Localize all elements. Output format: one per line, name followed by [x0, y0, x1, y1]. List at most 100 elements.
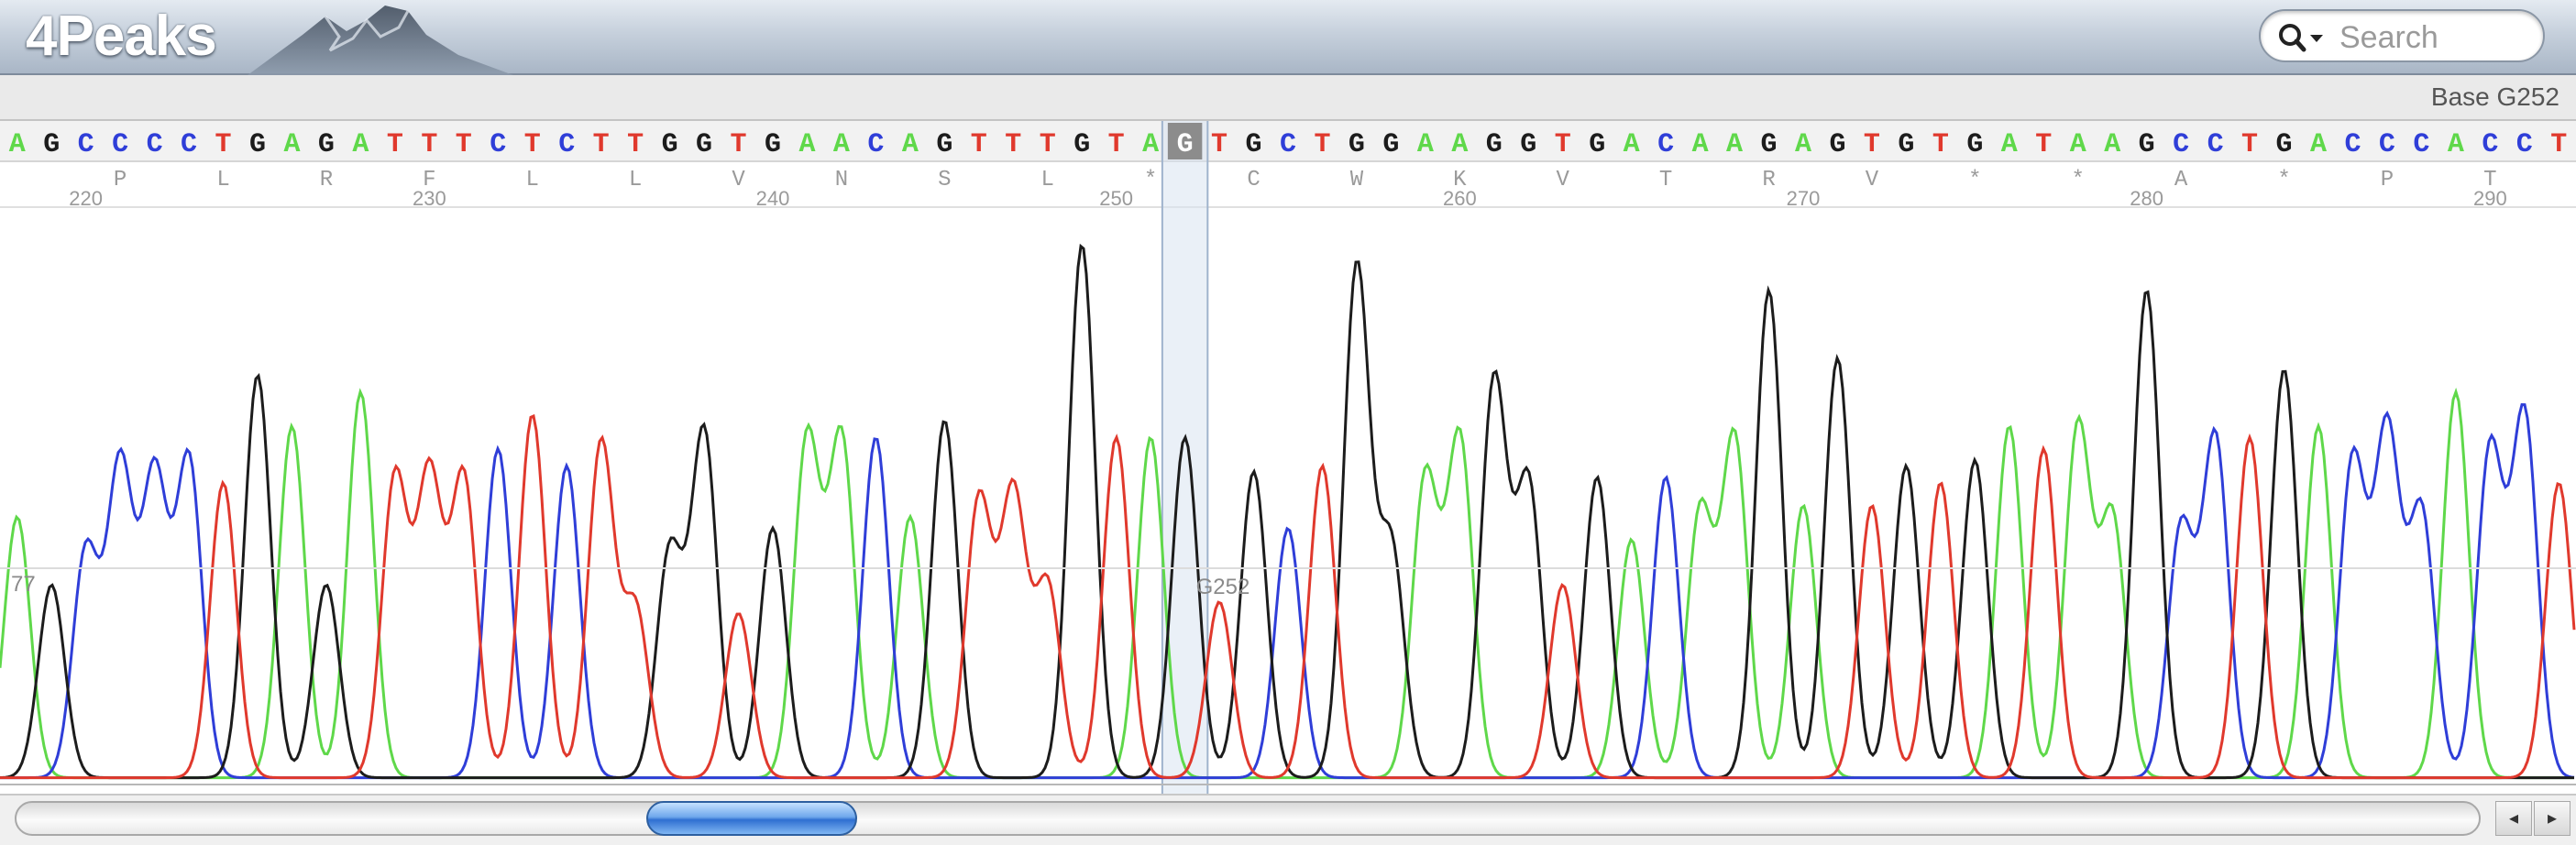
base-letter[interactable]: A [2001, 129, 2018, 160]
base-letter[interactable]: G [318, 129, 335, 160]
base-letter[interactable]: T [421, 129, 437, 160]
base-letter[interactable]: G [1589, 129, 1605, 160]
amino-acid-label: L [216, 168, 229, 192]
base-letter[interactable]: A [352, 129, 369, 160]
selected-base-column[interactable] [1161, 121, 1208, 794]
base-letter[interactable]: T [1005, 129, 1021, 160]
base-letter[interactable]: G [2139, 129, 2155, 160]
base-letter[interactable]: T [387, 129, 403, 160]
base-letter[interactable]: A [2448, 129, 2464, 160]
base-letter[interactable]: G [1382, 129, 1399, 160]
base-letter[interactable]: G [1073, 129, 1090, 160]
base-letter[interactable]: C [181, 129, 197, 160]
base-letter[interactable]: T [593, 129, 610, 160]
quality-label: 77 [11, 572, 36, 597]
base-letter[interactable]: T [2241, 129, 2258, 160]
base-letter[interactable]: C [490, 129, 506, 160]
base-letter[interactable]: C [558, 129, 575, 160]
base-letter[interactable]: A [1142, 129, 1159, 160]
base-letter[interactable]: C [2379, 129, 2395, 160]
search-icon[interactable] [2277, 22, 2328, 53]
base-letter[interactable]: T [524, 129, 541, 160]
search-field[interactable]: Search [2259, 9, 2545, 62]
base-letter[interactable]: A [2310, 129, 2327, 160]
base-letter[interactable]: T [2035, 129, 2052, 160]
base-letter[interactable]: T [971, 129, 987, 160]
base-letter[interactable]: G [1349, 129, 1365, 160]
base-letter[interactable]: A [798, 129, 815, 160]
base-letter[interactable]: A [1726, 129, 1743, 160]
base-letter[interactable]: G [1761, 129, 1778, 160]
base-letter[interactable]: G [1829, 129, 1845, 160]
scroll-track[interactable] [15, 801, 2481, 836]
base-letter[interactable]: C [2516, 129, 2533, 160]
amino-acid-label: C [1247, 168, 1260, 192]
base-letter[interactable]: T [1932, 129, 1949, 160]
base-letter[interactable]: A [833, 129, 850, 160]
base-letter[interactable]: G [1966, 129, 1983, 160]
scroll-left-button[interactable]: ◂ [2495, 801, 2532, 836]
base-letter[interactable]: G [1898, 129, 1914, 160]
amino-acid-label: R [320, 168, 333, 192]
base-letter[interactable]: T [731, 129, 747, 160]
selected-base-label: G252 [1196, 575, 1250, 599]
base-letter[interactable]: G [765, 129, 781, 160]
base-letter[interactable]: T [1040, 129, 1056, 160]
base-letter[interactable]: C [1657, 129, 1674, 160]
base-letter[interactable]: G [249, 129, 266, 160]
scroll-right-button[interactable]: ▸ [2534, 801, 2570, 836]
overlay-layer: 77 G252 [0, 567, 2576, 785]
base-letter[interactable]: T [1211, 129, 1227, 160]
base-letter[interactable]: G [1520, 129, 1536, 160]
base-letter[interactable]: T [215, 129, 232, 160]
base-letter[interactable]: G [43, 129, 60, 160]
base-letter[interactable]: A [9, 129, 26, 160]
amino-acid-label: * [1968, 168, 1981, 192]
base-letter[interactable]: C [2344, 129, 2361, 160]
horizontal-scrollbar[interactable]: ◂ ▸ [0, 794, 2576, 845]
base-letter[interactable]: A [2070, 129, 2086, 160]
base-letter[interactable]: A [1451, 129, 1468, 160]
mountain-logo-icon [248, 5, 513, 75]
base-letter[interactable]: C [2413, 129, 2429, 160]
base-letter[interactable]: G [662, 129, 678, 160]
amino-acid-label: T [1659, 168, 1672, 192]
trace-A [0, 387, 2574, 780]
position-tick-label: 270 [1787, 187, 1821, 210]
amino-acid-label: K [1453, 168, 1467, 192]
base-letter[interactable]: A [283, 129, 300, 160]
base-letter[interactable]: T [1864, 129, 1880, 160]
base-letter[interactable]: C [867, 129, 884, 160]
base-letter[interactable]: G [1486, 129, 1503, 160]
base-letter[interactable]: C [2173, 129, 2189, 160]
base-letter[interactable]: T [456, 129, 472, 160]
base-letter[interactable]: T [2550, 129, 2567, 160]
amino-acid-label: S [938, 168, 951, 192]
position-tick-label: 260 [1443, 187, 1477, 210]
base-letter[interactable]: T [1555, 129, 1571, 160]
base-letter[interactable]: G [936, 129, 952, 160]
scroll-thumb[interactable] [645, 801, 857, 836]
base-letter[interactable]: C [78, 129, 94, 160]
base-letter[interactable]: A [1624, 129, 1640, 160]
base-letter[interactable]: C [2482, 129, 2498, 160]
base-letter[interactable]: C [147, 129, 163, 160]
base-letter[interactable]: G [696, 129, 712, 160]
base-letter[interactable]: A [2104, 129, 2120, 160]
base-letter[interactable]: T [627, 129, 644, 160]
base-letter[interactable]: G [2276, 129, 2293, 160]
base-letter[interactable]: G [1246, 129, 1262, 160]
base-letter[interactable]: G [1177, 129, 1194, 160]
base-letter[interactable]: A [1417, 129, 1434, 160]
base-letter[interactable]: A [902, 129, 919, 160]
base-letter[interactable]: T [1314, 129, 1330, 160]
amino-acid-label: N [835, 168, 848, 192]
base-letter[interactable]: A [1692, 129, 1709, 160]
base-letter[interactable]: C [1280, 129, 1296, 160]
base-letter[interactable]: C [2207, 129, 2224, 160]
base-letter[interactable]: A [1795, 129, 1811, 160]
base-letter[interactable]: C [112, 129, 128, 160]
base-letter[interactable]: T [1108, 129, 1125, 160]
